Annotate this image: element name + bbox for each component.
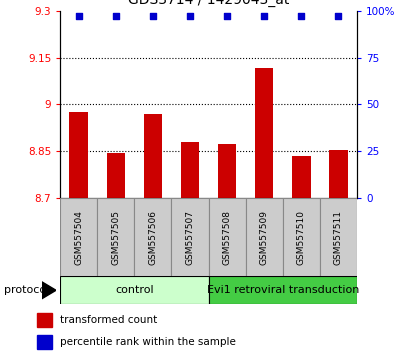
Title: GDS3714 / 1429043_at: GDS3714 / 1429043_at (128, 0, 289, 7)
Bar (37, 313, 52, 327)
Text: GSM557509: GSM557509 (260, 210, 269, 265)
Text: GSM557504: GSM557504 (74, 210, 83, 265)
Bar (37, 335, 52, 349)
Text: GSM557506: GSM557506 (149, 210, 157, 265)
Text: GSM557510: GSM557510 (297, 210, 306, 265)
Text: GSM557505: GSM557505 (111, 210, 120, 265)
Bar (320, 198, 357, 276)
Text: Evi1 retroviral transduction: Evi1 retroviral transduction (207, 285, 359, 295)
Text: GSM557507: GSM557507 (186, 210, 195, 265)
Bar (134, 198, 171, 276)
Point (187, 13, 193, 19)
Text: protocol: protocol (4, 285, 49, 295)
Bar (97, 198, 134, 276)
Polygon shape (42, 282, 56, 299)
Text: control: control (115, 285, 154, 295)
Bar (69, 112, 88, 198)
Point (335, 13, 342, 19)
Bar (171, 198, 209, 276)
Bar (60, 198, 97, 276)
Bar (209, 276, 357, 304)
Bar (107, 153, 125, 198)
Text: percentile rank within the sample: percentile rank within the sample (60, 337, 236, 347)
Bar (60, 276, 209, 304)
Text: transformed count: transformed count (60, 315, 157, 325)
Bar (246, 198, 283, 276)
Bar (283, 198, 320, 276)
Bar (218, 143, 237, 198)
Bar (292, 156, 310, 198)
Bar (329, 150, 348, 198)
Point (298, 13, 305, 19)
Point (76, 13, 82, 19)
Bar (255, 68, 273, 198)
Text: GSM557511: GSM557511 (334, 210, 343, 265)
Bar (181, 142, 199, 198)
Bar (209, 198, 246, 276)
Text: GSM557508: GSM557508 (222, 210, 232, 265)
Point (112, 13, 119, 19)
Point (224, 13, 230, 19)
Point (261, 13, 268, 19)
Bar (144, 114, 162, 198)
Point (149, 13, 156, 19)
